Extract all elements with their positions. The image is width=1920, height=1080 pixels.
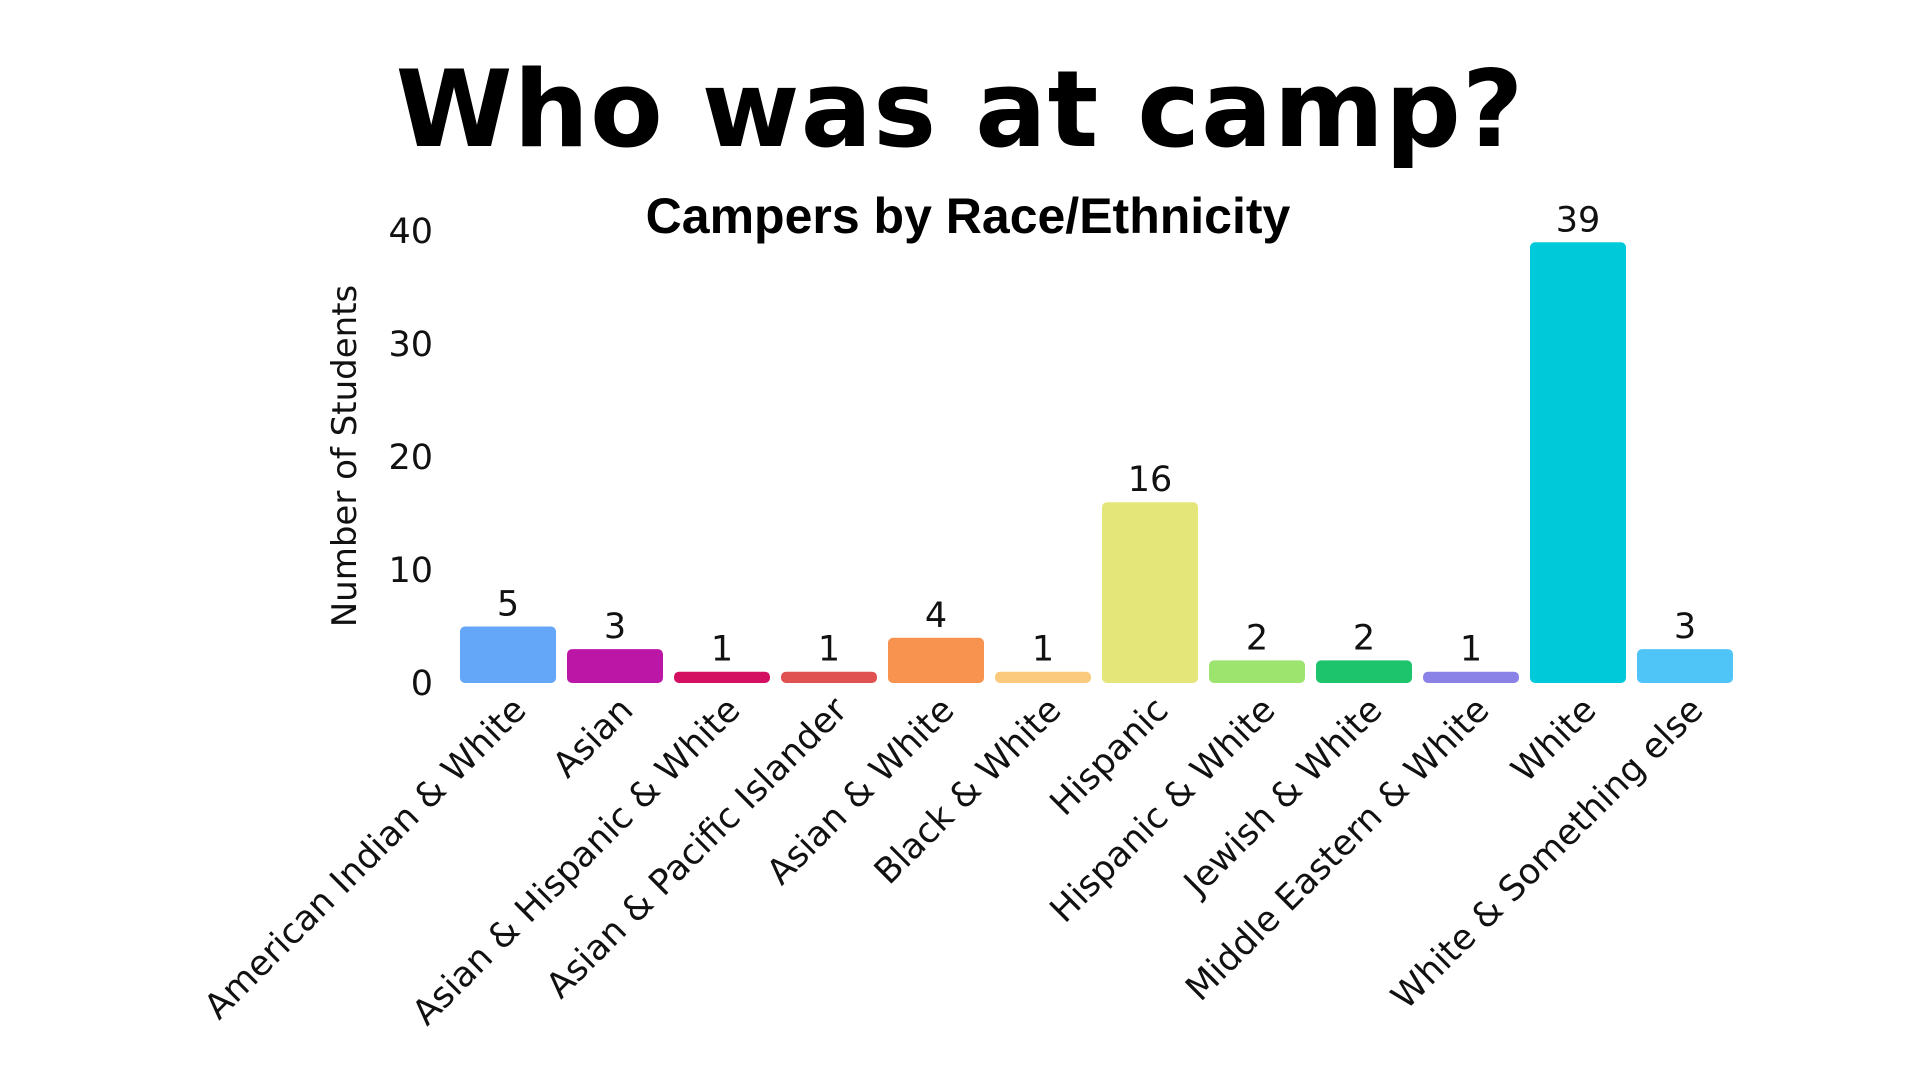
bar — [888, 637, 984, 683]
bar — [1209, 660, 1305, 683]
bar-value-label: 5 — [497, 585, 519, 625]
bar — [567, 649, 663, 683]
bar-value-label: 2 — [1246, 618, 1268, 658]
bar — [995, 671, 1091, 683]
bar-value-label: 2 — [1353, 618, 1375, 658]
bar-value-label: 16 — [1128, 460, 1173, 500]
bars — [460, 242, 1733, 684]
category-label: Asian & White — [760, 690, 963, 893]
bar-value-label: 4 — [925, 596, 947, 636]
y-axis-label: Number of Students — [325, 285, 365, 628]
category-label: Jewish & White — [1175, 690, 1390, 905]
y-tick-label: 30 — [388, 325, 433, 365]
category-label: Asian — [546, 690, 642, 786]
bar-value-label: 1 — [711, 630, 733, 670]
y-tick-label: 0 — [411, 664, 433, 704]
y-tick-label: 10 — [388, 551, 433, 591]
bar-value-label: 1 — [1460, 630, 1482, 670]
bar — [1316, 660, 1412, 683]
bar — [1423, 671, 1519, 683]
bar-value-label: 1 — [818, 630, 840, 670]
bar — [1530, 242, 1626, 684]
category-label: Black & White — [867, 690, 1069, 892]
page-title: Who was at camp? — [395, 48, 1525, 171]
bar — [1102, 502, 1198, 683]
chart-title: Campers by Race/Ethnicity — [646, 188, 1291, 244]
category-label: White — [1504, 690, 1604, 790]
bar — [460, 626, 556, 683]
y-axis-ticks: 0 10 20 30 40 — [388, 212, 433, 704]
bar-value-label: 3 — [1674, 607, 1696, 647]
bar — [781, 671, 877, 683]
value-labels: 5 3 1 1 4 1 16 2 2 1 39 3 — [497, 200, 1696, 669]
bar-value-label: 1 — [1032, 630, 1054, 670]
y-tick-label: 40 — [388, 212, 433, 252]
bar-value-label: 3 — [604, 607, 626, 647]
bar — [1637, 649, 1733, 683]
bar-value-label: 39 — [1556, 200, 1601, 240]
y-tick-label: 20 — [388, 438, 433, 478]
bar — [674, 671, 770, 683]
